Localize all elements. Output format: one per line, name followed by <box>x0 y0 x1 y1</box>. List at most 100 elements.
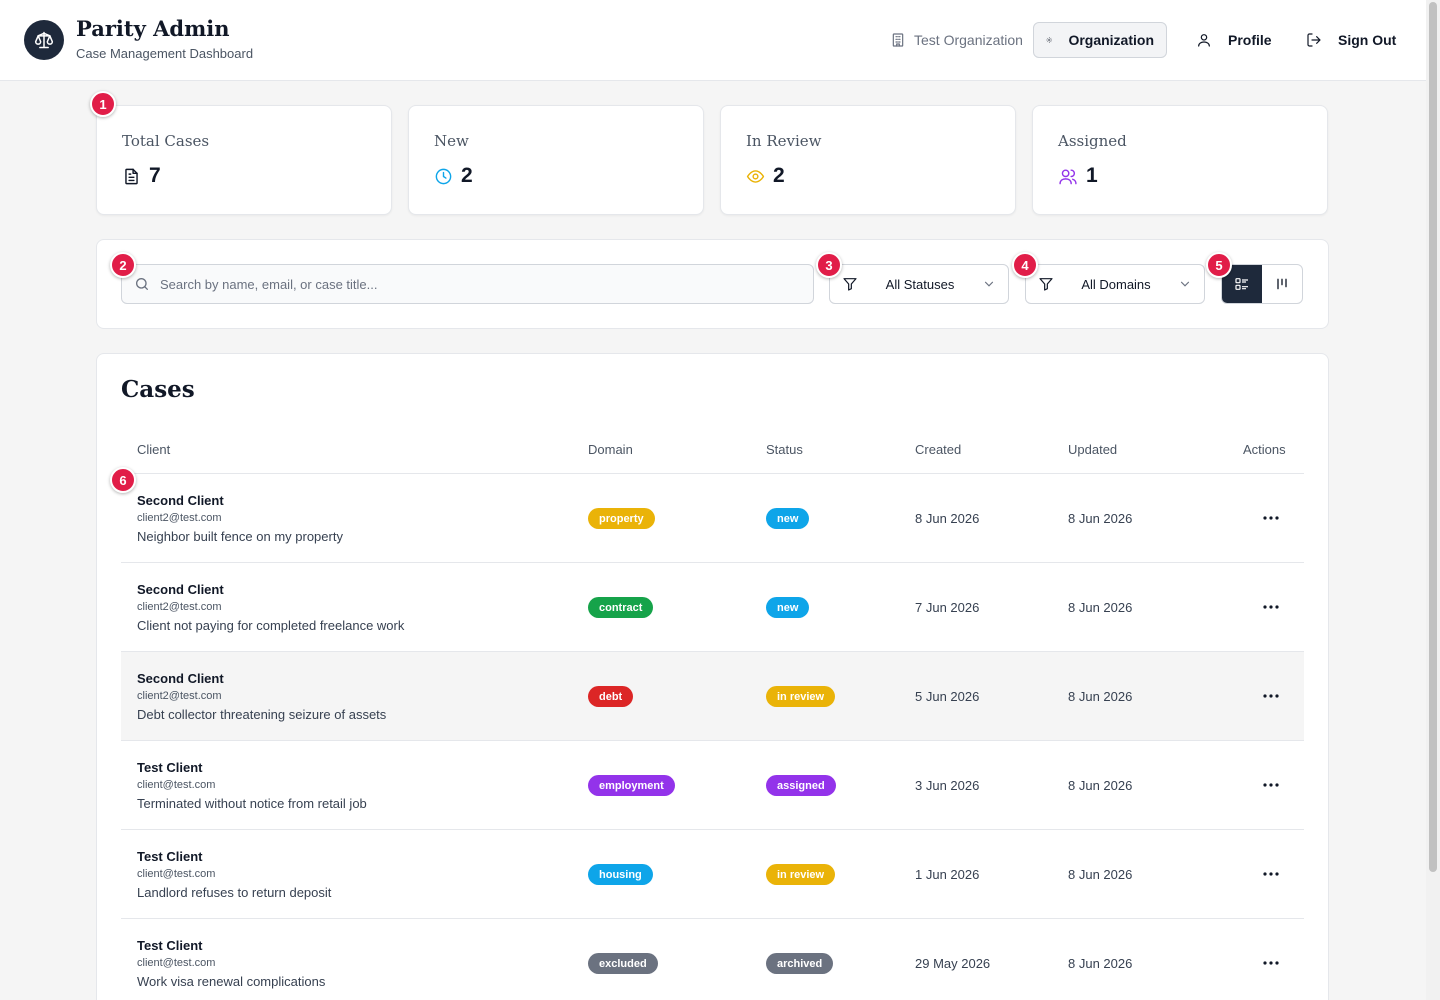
table-row[interactable]: Second Client client2@test.com Debt coll… <box>121 652 1304 741</box>
more-horizontal-icon <box>1263 516 1279 520</box>
annotation-marker-1: 1 <box>90 91 116 117</box>
column-header-client: Client <box>137 442 171 457</box>
users-icon <box>1059 168 1077 184</box>
row-actions-button[interactable] <box>1255 951 1287 975</box>
app-header: Parity Admin Case Management Dashboard T… <box>0 0 1426 81</box>
updated-date: 8 Jun 2026 <box>1068 689 1133 704</box>
search-box[interactable] <box>121 264 814 304</box>
search-input[interactable] <box>160 276 760 292</box>
more-horizontal-icon <box>1263 694 1279 698</box>
domain-filter-select[interactable]: All Domains <box>1025 264 1205 304</box>
created-date: 8 Jun 2026 <box>915 511 980 526</box>
created-date: 7 Jun 2026 <box>915 600 980 615</box>
client-name: Test Client <box>137 849 203 864</box>
stat-card-total-cases: Total Cases 7 <box>96 105 392 215</box>
app-subtitle: Case Management Dashboard <box>76 46 254 61</box>
domain-badge: excluded <box>588 953 658 974</box>
annotation-marker-6: 6 <box>110 467 136 493</box>
stat-label: Assigned <box>1058 132 1127 150</box>
clock-icon <box>435 168 452 184</box>
client-name: Second Client <box>137 493 224 508</box>
app-title: Parity Admin <box>76 16 230 41</box>
case-title: Client not paying for completed freelanc… <box>137 618 405 633</box>
updated-date: 8 Jun 2026 <box>1068 511 1133 526</box>
domain-badge: employment <box>588 775 675 796</box>
case-title: Debt collector threatening seizure of as… <box>137 707 387 722</box>
status-badge: new <box>766 508 810 529</box>
stat-label: Total Cases <box>122 132 210 150</box>
annotation-marker-2: 2 <box>110 252 136 278</box>
status-badge: assigned <box>766 775 836 796</box>
updated-date: 8 Jun 2026 <box>1068 600 1133 615</box>
table-row[interactable]: Second Client client2@test.com Neighbor … <box>121 474 1304 563</box>
updated-date: 8 Jun 2026 <box>1068 867 1133 882</box>
created-date: 5 Jun 2026 <box>915 689 980 704</box>
created-date: 29 May 2026 <box>915 956 991 971</box>
filter-icon <box>843 278 857 291</box>
row-actions-button[interactable] <box>1255 595 1287 619</box>
eye-icon <box>746 169 765 183</box>
list-view-icon <box>1235 278 1248 290</box>
client-email: client@test.com <box>137 779 216 791</box>
row-actions-button[interactable] <box>1255 862 1287 886</box>
row-actions-button[interactable] <box>1255 773 1287 797</box>
status-filter-value: All Statuses <box>885 276 955 292</box>
status-badge: new <box>766 597 810 618</box>
profile-button[interactable]: Profile <box>1184 22 1284 58</box>
case-title: Neighbor built fence on my property <box>137 529 343 544</box>
domain-badge: housing <box>588 864 653 885</box>
case-title: Work visa renewal complications <box>137 974 326 989</box>
client-email: client2@test.com <box>137 690 222 702</box>
scales-logo-icon <box>24 20 64 60</box>
created-date: 1 Jun 2026 <box>915 867 980 882</box>
domain-badge: contract <box>588 597 654 618</box>
building-icon <box>892 33 904 47</box>
table-row[interactable]: Test Client client@test.com Landlord ref… <box>121 830 1304 919</box>
scrollbar-thumb[interactable] <box>1429 2 1437 872</box>
status-filter-select[interactable]: All Statuses <box>829 264 1009 304</box>
domain-badge: property <box>588 508 655 529</box>
client-email: client@test.com <box>137 957 216 969</box>
more-horizontal-icon <box>1263 605 1279 609</box>
annotation-marker-3: 3 <box>816 252 842 278</box>
sign-out-button[interactable]: Sign Out <box>1294 22 1408 58</box>
current-organization: Test Organization <box>890 30 1023 50</box>
domain-badge: debt <box>588 686 634 707</box>
stat-label: New <box>434 132 469 150</box>
status-badge: in review <box>766 686 836 707</box>
chevron-down-icon <box>984 281 994 287</box>
row-actions-button[interactable] <box>1255 506 1287 530</box>
table-row[interactable]: Second Client client2@test.com Client no… <box>121 563 1304 652</box>
table-header-divider <box>121 473 1304 474</box>
table-row[interactable]: Test Client client@test.com Terminated w… <box>121 741 1304 830</box>
case-title: Landlord refuses to return deposit <box>137 885 332 900</box>
stat-label: In Review <box>746 132 822 150</box>
created-date: 3 Jun 2026 <box>915 778 980 793</box>
annotation-marker-5: 5 <box>1206 252 1232 278</box>
row-actions-button[interactable] <box>1255 684 1287 708</box>
annotation-marker-4: 4 <box>1012 252 1038 278</box>
gear-icon <box>1046 37 1053 43</box>
filter-icon <box>1039 278 1053 291</box>
stat-value: 1 <box>1086 164 1098 187</box>
board-view-icon <box>1277 278 1287 290</box>
board-view-button[interactable] <box>1262 265 1302 303</box>
stat-value: 7 <box>149 164 161 187</box>
status-badge: archived <box>766 953 834 974</box>
stat-card-new: New 2 <box>408 105 704 215</box>
client-name: Test Client <box>137 938 203 953</box>
column-header-updated: Updated <box>1068 442 1118 457</box>
updated-date: 8 Jun 2026 <box>1068 778 1133 793</box>
column-header-created: Created <box>915 442 962 457</box>
page-scrollbar[interactable] <box>1426 0 1440 1000</box>
client-email: client2@test.com <box>137 601 222 613</box>
client-name: Second Client <box>137 671 224 686</box>
stat-card-in-review: In Review 2 <box>720 105 1016 215</box>
table-row[interactable]: Test Client client@test.com Work visa re… <box>121 919 1304 1000</box>
profile-button-label: Profile <box>1228 32 1272 48</box>
client-email: client2@test.com <box>137 512 222 524</box>
organization-button[interactable]: Organization <box>1033 22 1167 58</box>
client-name: Second Client <box>137 582 224 597</box>
cases-title: Cases <box>121 376 195 403</box>
stat-card-assigned: Assigned 1 <box>1032 105 1328 215</box>
